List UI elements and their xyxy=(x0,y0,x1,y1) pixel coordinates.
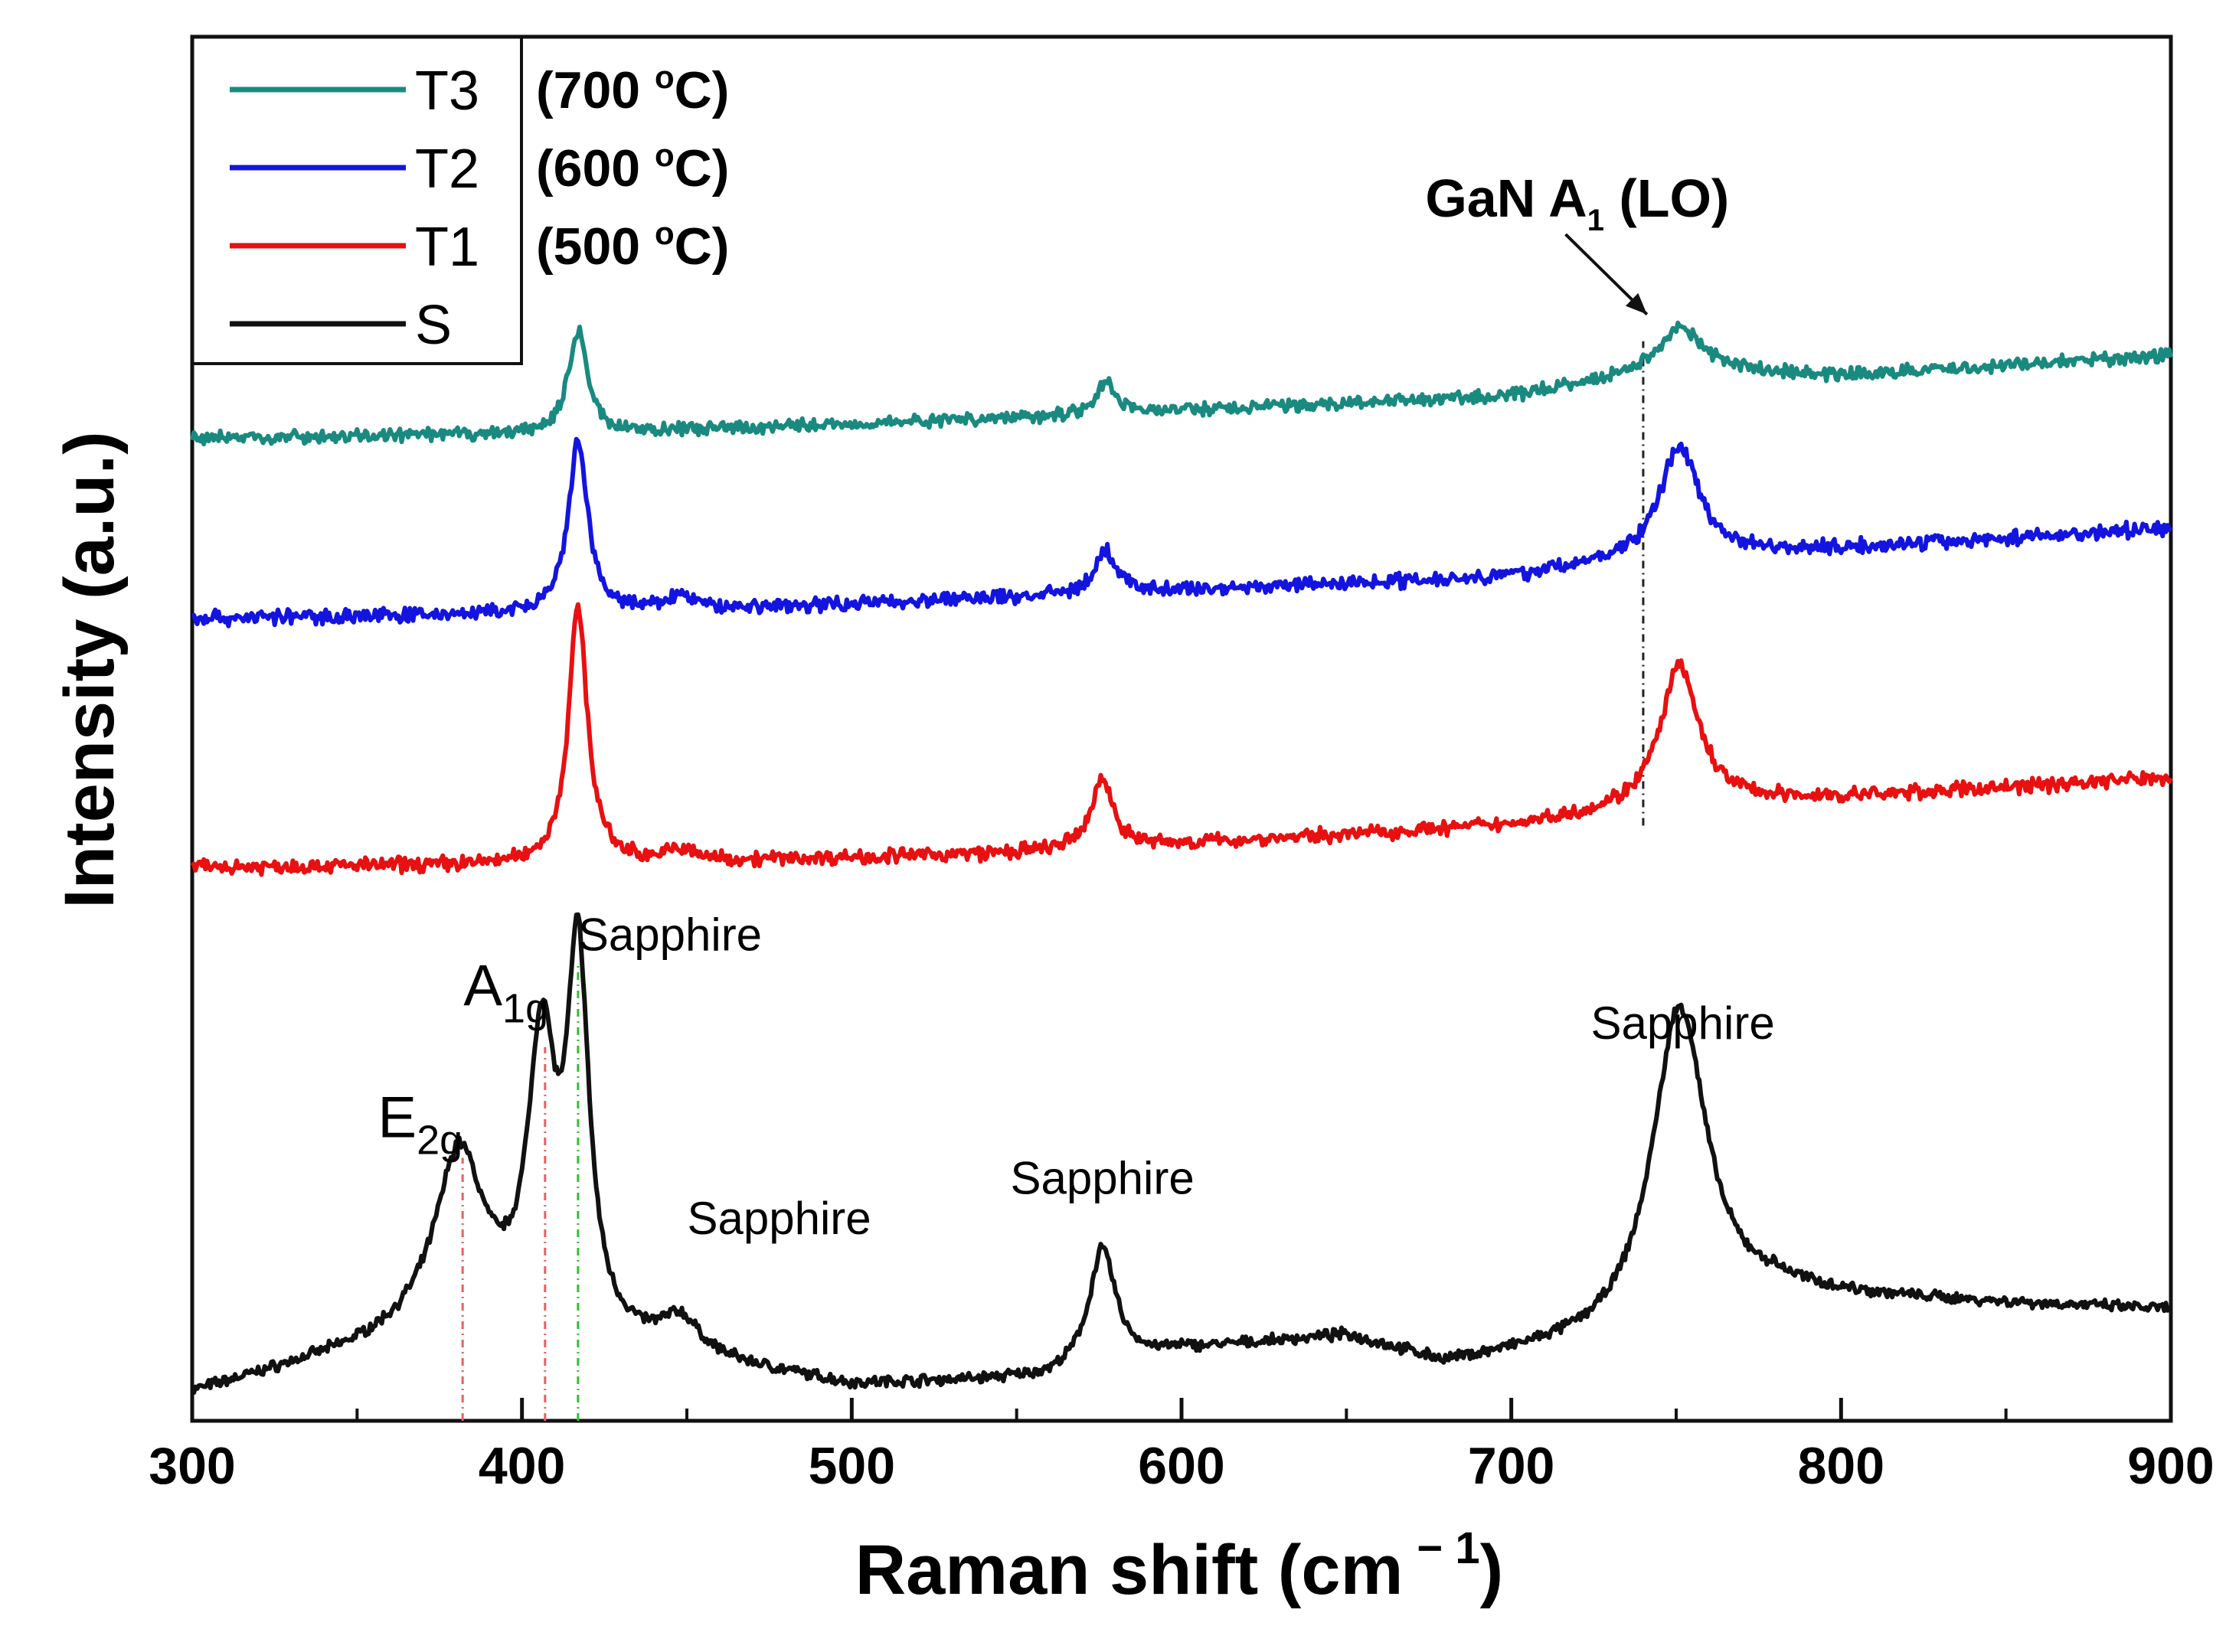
x-tick-label: 700 xyxy=(1468,1437,1554,1495)
y-axis-title: Intensity (a.u.) xyxy=(51,431,129,909)
x-tick-label: 400 xyxy=(479,1437,565,1495)
series-line-t2 xyxy=(191,436,2173,628)
series-line-t1 xyxy=(190,602,2173,877)
legend-frame xyxy=(191,35,523,365)
series-line-t3 xyxy=(190,320,2173,447)
legend-label-t1: T1 xyxy=(415,217,479,278)
x-axis-title-superscript: − 1 xyxy=(1417,1523,1479,1573)
x-tick-label: 300 xyxy=(149,1437,235,1495)
peak-annotation: Sapphire xyxy=(1591,997,1775,1049)
series-line-s xyxy=(191,912,2172,1396)
gan-a1-lo-label: GaN A1 (LO) xyxy=(1425,168,1729,237)
legend-temperature-t1: (500 oC) xyxy=(536,215,729,276)
legend-label-s: S xyxy=(415,295,452,356)
x-tick-label: 500 xyxy=(809,1437,895,1495)
legend-label-t2: T2 xyxy=(415,139,479,200)
x-axis: 300 400 500 600 700 800 900 xyxy=(149,1398,2214,1495)
peak-annotation: Sapphire xyxy=(687,1193,871,1244)
x-axis-title: Raman shift (cm − 1) xyxy=(855,1523,1504,1609)
mode-label: E2g xyxy=(378,1085,463,1163)
legend-temperature-t3: (700 oC) xyxy=(536,59,729,119)
x-tick-label: 900 xyxy=(2127,1437,2214,1495)
legend-temperature-t2: (600 oC) xyxy=(536,137,729,198)
legend: T3 (700 oC) T2 (600 oC) T1 (500 oC) S xyxy=(191,35,729,365)
x-tick-label: 800 xyxy=(1798,1437,1884,1495)
mode-label: A1g xyxy=(463,954,548,1032)
peak-annotation: Sapphire xyxy=(1011,1152,1195,1203)
peak-annotation: Sapphire xyxy=(578,909,762,960)
x-tick-label: 600 xyxy=(1138,1437,1224,1495)
legend-label-t3: T3 xyxy=(415,60,479,122)
gan-arrowhead xyxy=(1625,292,1647,315)
series-layer xyxy=(190,320,2173,1396)
reference-lines xyxy=(461,341,1645,1421)
